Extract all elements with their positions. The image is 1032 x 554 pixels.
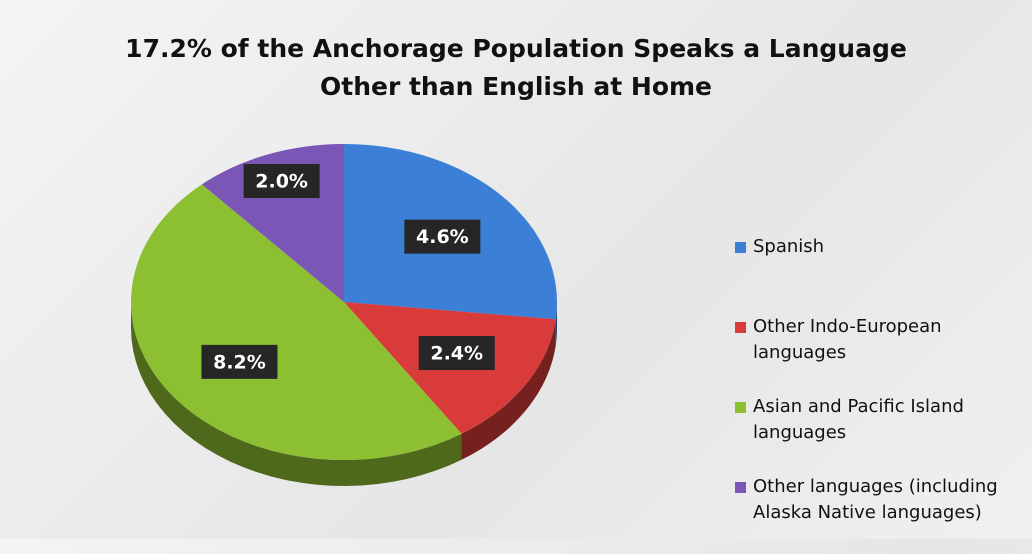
legend-entry: Other Indo-European languages <box>735 314 1025 394</box>
chart-title: 17.2% of the Anchorage Population Speaks… <box>125 34 907 101</box>
data-label: 2.4% <box>430 343 483 365</box>
legend-label: Other languages (including Alaska Native… <box>753 476 998 523</box>
chart: 4.6% 2.4% 8.2% 2.0% <box>130 144 558 486</box>
legend-entry: Asian and Pacific Island languages <box>735 394 1025 474</box>
slice-side <box>555 302 557 346</box>
legend-swatch <box>735 482 746 493</box>
data-label: 2.0% <box>255 170 308 192</box>
slice-side <box>131 302 462 486</box>
legend-entry: Other languages (including Alaska Native… <box>735 474 1025 554</box>
slice <box>130 184 462 461</box>
legend-swatch <box>735 402 746 413</box>
legend-label: Asian and Pacific Island languages <box>753 396 964 443</box>
data-label: 4.6% <box>416 226 469 248</box>
data-label: 8.2% <box>213 351 266 373</box>
legend-swatch <box>735 242 746 253</box>
data-label-box <box>418 336 495 371</box>
legend-swatch <box>735 322 746 333</box>
legend-entry: Spanish <box>735 234 1025 314</box>
page: 17.2% of the Anchorage Population Speaks… <box>0 0 1032 539</box>
data-label-box <box>201 344 278 379</box>
data-label-box <box>404 219 481 254</box>
legend-label: Spanish <box>753 236 825 257</box>
data-label-box <box>243 163 320 198</box>
legend: Spanish Other Indo-European languages Asia… <box>735 234 1025 554</box>
slice-side <box>461 319 556 460</box>
legend-label: Other Indo-European languages <box>753 316 942 363</box>
